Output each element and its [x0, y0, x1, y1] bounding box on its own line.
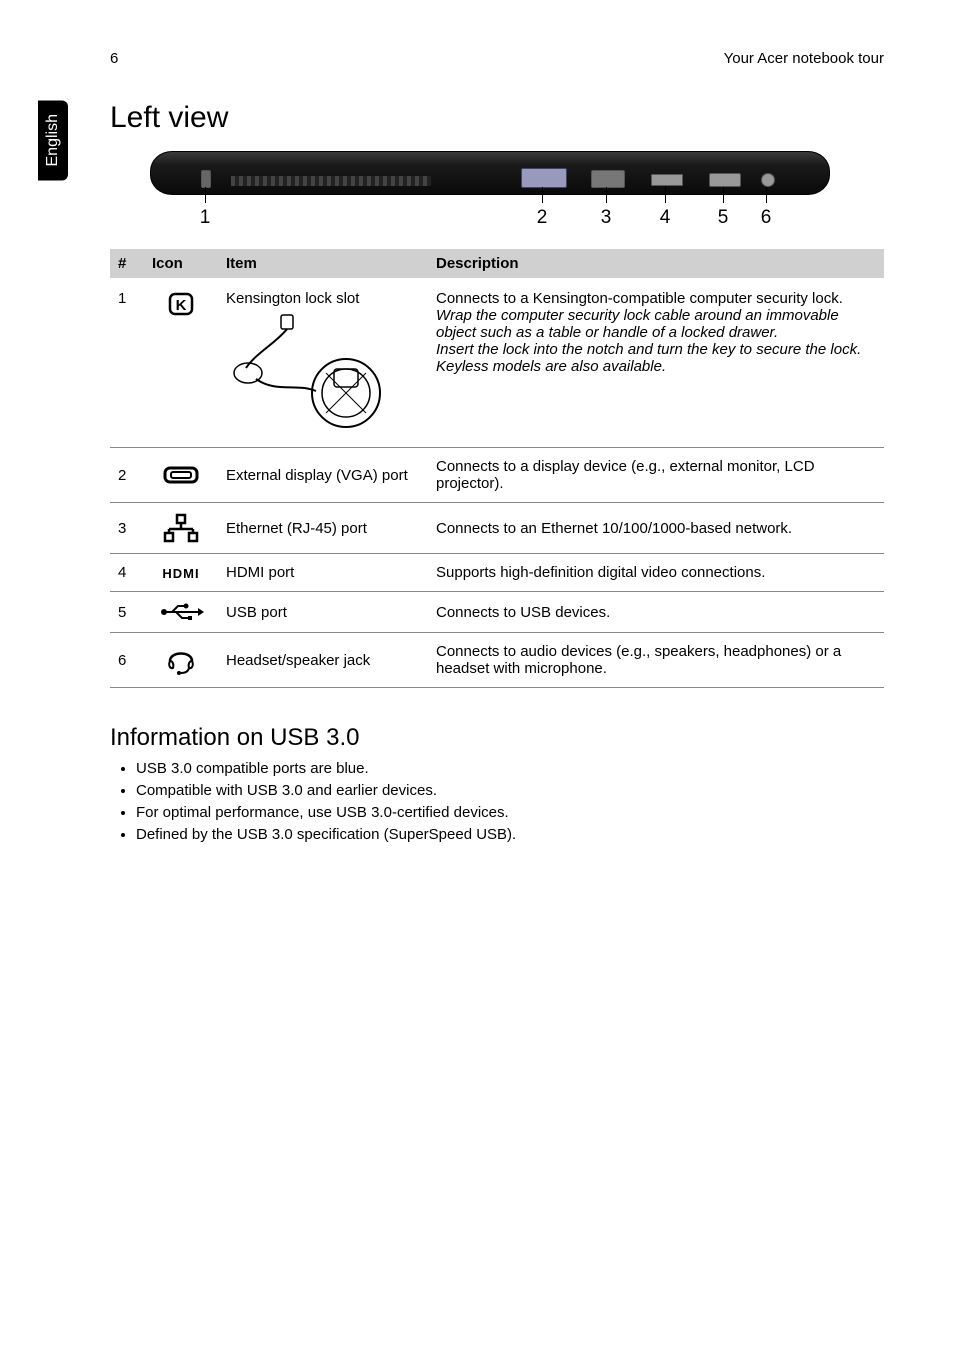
row-num: 4	[110, 554, 144, 592]
desc-italic: Wrap the computer security lock cable ar…	[436, 307, 861, 375]
callout-number: 6	[761, 207, 772, 229]
usb-info-list: USB 3.0 compatible ports are blue. Compat…	[110, 760, 884, 843]
row-num: 5	[110, 592, 144, 633]
list-item: Compatible with USB 3.0 and earlier devi…	[136, 782, 884, 799]
callout-number: 2	[537, 207, 548, 229]
th-item: Item	[218, 249, 428, 278]
row-num: 1	[110, 278, 144, 448]
row-item: External display (VGA) port	[218, 448, 428, 503]
th-icon: Icon	[144, 249, 218, 278]
callout-number: 5	[718, 207, 729, 229]
row-desc: Connects to an Ethernet 10/100/1000-base…	[428, 503, 884, 554]
hdmi-icon: HDMI	[144, 554, 218, 592]
callout-tick	[542, 187, 543, 203]
table-row: 4 HDMI HDMI port Supports high-definitio…	[110, 554, 884, 592]
kensington-lock-icon: K	[144, 278, 218, 448]
row-item: USB port	[218, 592, 428, 633]
section-title: Your Acer notebook tour	[724, 50, 884, 67]
page-header: 6 Your Acer notebook tour	[110, 50, 884, 67]
row-item: Headset/speaker jack	[218, 633, 428, 688]
left-view-diagram: 1 2 3 4 5 6	[150, 151, 884, 239]
heading-left-view: Left view	[110, 101, 884, 135]
row-item: Kensington lock slot	[218, 278, 428, 448]
row-desc: Supports high-definition digital video c…	[428, 554, 884, 592]
th-desc: Description	[428, 249, 884, 278]
table-row: 3 Ethernet (RJ-45) port Connects to an E…	[110, 503, 884, 554]
table-row: 5 USB port Connects to USB devices.	[110, 592, 884, 633]
callout-number: 1	[200, 207, 211, 229]
row-item: Ethernet (RJ-45) port	[218, 503, 428, 554]
table-row: 2 External display (VGA) port Connects t…	[110, 448, 884, 503]
kensington-illustration	[226, 313, 420, 437]
svg-text:K: K	[176, 297, 187, 314]
item-label: Kensington lock slot	[226, 290, 359, 307]
ports-table: # Icon Item Description 1 K Kensington l…	[110, 249, 884, 688]
callout-tick	[606, 187, 607, 203]
callout-tick	[665, 187, 666, 203]
row-item: HDMI port	[218, 554, 428, 592]
callout-tick	[766, 187, 767, 203]
usb-icon	[144, 592, 218, 633]
row-num: 2	[110, 448, 144, 503]
list-item: USB 3.0 compatible ports are blue.	[136, 760, 884, 777]
desc-plain: Connects to a Kensington-compatible comp…	[436, 290, 843, 307]
language-tab: English	[38, 100, 68, 180]
vga-icon	[144, 448, 218, 503]
headset-icon	[144, 633, 218, 688]
diagram-callouts: 1 2 3 4 5 6	[150, 195, 830, 239]
callout-tick	[723, 187, 724, 203]
row-num: 6	[110, 633, 144, 688]
page-number: 6	[110, 50, 118, 67]
callout-tick	[205, 187, 206, 203]
svg-text:HDMI: HDMI	[162, 566, 199, 581]
heading-usb-info: Information on USB 3.0	[110, 724, 884, 752]
row-num: 3	[110, 503, 144, 554]
row-desc: Connects to a Kensington-compatible comp…	[428, 278, 884, 448]
callout-number: 3	[601, 207, 612, 229]
th-num: #	[110, 249, 144, 278]
table-row: 1 K Kensington lock slot	[110, 278, 884, 448]
ethernet-icon	[144, 503, 218, 554]
table-header-row: # Icon Item Description	[110, 249, 884, 278]
callout-number: 4	[660, 207, 671, 229]
row-desc: Connects to a display device (e.g., exte…	[428, 448, 884, 503]
row-desc: Connects to USB devices.	[428, 592, 884, 633]
row-desc: Connects to audio devices (e.g., speaker…	[428, 633, 884, 688]
table-row: 6 Headset/speaker jack Connects to audio…	[110, 633, 884, 688]
laptop-side-illustration	[150, 151, 830, 195]
list-item: For optimal performance, use USB 3.0-cer…	[136, 804, 884, 821]
list-item: Defined by the USB 3.0 specification (Su…	[136, 826, 884, 843]
